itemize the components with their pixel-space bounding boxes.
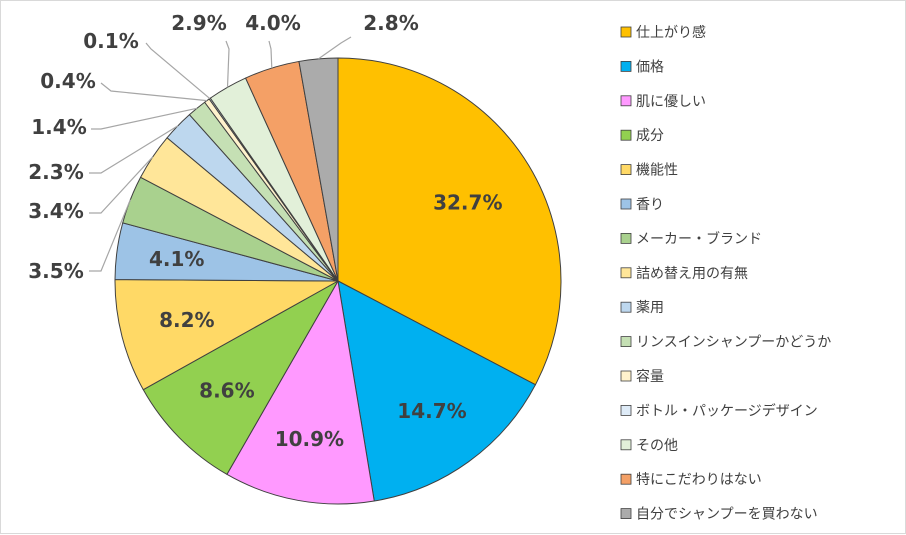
data-label-3: 10.9%	[275, 427, 344, 451]
legend-swatch-8	[620, 267, 632, 279]
data-label-2: 14.7%	[397, 399, 466, 423]
leader-line-14	[268, 40, 273, 69]
legend-label-6: 香り	[636, 197, 664, 213]
data-label-15: 2.8%	[363, 11, 418, 35]
legend-swatch-4	[620, 129, 632, 141]
data-label-6: 4.1%	[149, 247, 204, 271]
legend-label-5: 機能性	[636, 163, 678, 179]
legend: 仕上がり感価格肌に優しい成分機能性香りメーカー・ブランド詰め替え用の有無薬用リン…	[620, 24, 831, 523]
legend-label-2: 価格	[636, 59, 664, 75]
legend-swatch-13	[620, 439, 632, 451]
data-label-4: 8.6%	[199, 379, 254, 403]
data-label-11: 0.4%	[40, 69, 95, 93]
legend-label-1: 仕上がり感	[636, 24, 706, 41]
data-label-12: 0.1%	[83, 29, 138, 53]
data-label-7: 3.5%	[28, 259, 83, 283]
legend-label-10: リンスインシャンプーかどうか	[636, 335, 831, 351]
data-labels: 32.7% 14.7% 10.9% 8.6% 8.2% 4.1% 3.5% 3.4% 2.3% 1…	[28, 11, 502, 451]
legend-label-15: 自分でシャンプーを買わない	[636, 507, 818, 523]
data-label-13: 2.9%	[171, 11, 226, 35]
legend-swatch-10	[620, 336, 632, 348]
legend-swatch-9	[620, 301, 632, 313]
legend-label-14: 特にこだわりはない	[636, 472, 762, 488]
legend-swatch-1	[620, 26, 632, 38]
legend-swatch-11	[620, 370, 632, 382]
legend-label-11: 容量	[636, 368, 664, 385]
slice-5	[114, 279, 339, 391]
leader-line-11	[100, 82, 207, 102]
legend-label-3: 肌に優しい	[636, 94, 706, 110]
pie-slices	[114, 57, 562, 505]
legend-label-13: その他	[636, 438, 678, 454]
legend-swatch-3	[620, 95, 632, 107]
leader-line-13	[225, 40, 230, 88]
legend-swatch-15	[620, 508, 632, 520]
slice-2	[337, 280, 536, 502]
leader-line-8	[89, 156, 154, 214]
leader-line-15	[318, 36, 352, 60]
leader-lines	[89, 36, 352, 272]
legend-swatch-12	[620, 404, 632, 416]
leader-line-7	[89, 199, 131, 272]
slice-3	[226, 280, 375, 505]
legend-label-8: 詰め替え用の有無	[636, 266, 748, 282]
data-label-10: 1.4%	[31, 115, 86, 139]
data-label-8: 3.4%	[28, 199, 83, 223]
legend-swatch-6	[620, 198, 632, 210]
legend-label-4: 成分	[636, 128, 664, 144]
legend-label-9: 薬用	[636, 300, 664, 316]
legend-swatch-5	[620, 164, 632, 176]
slice-4	[142, 280, 339, 475]
legend-swatch-2	[620, 61, 632, 72]
leader-line-12	[145, 42, 211, 100]
leader-line-10	[91, 107, 198, 130]
data-label-14: 4.0%	[245, 11, 300, 35]
slice-1	[337, 57, 562, 386]
data-label-9: 2.3%	[28, 160, 83, 184]
legend-swatch-14	[620, 473, 632, 485]
data-label-1: 32.7%	[433, 191, 502, 215]
leader-line-9	[89, 125, 179, 174]
data-label-5: 8.2%	[159, 308, 214, 332]
legend-swatch-7	[620, 232, 632, 244]
legend-label-12: ボトル・パッケージデザイン	[636, 402, 818, 419]
legend-label-7: メーカー・ブランド	[636, 230, 762, 247]
